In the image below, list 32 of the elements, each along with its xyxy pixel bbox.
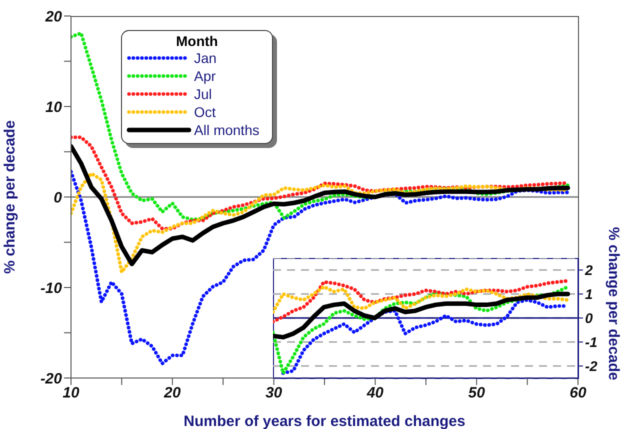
x-tick-label: 40 [366,384,384,402]
y-tick-label: 2 [584,262,593,278]
y-tick-label: 0 [585,310,593,326]
legend-label: Oct [194,104,216,120]
line-series [71,31,570,222]
legend-label: Jan [194,50,217,66]
line-series [273,292,570,340]
legend-title: Month [175,33,219,49]
y-tick-label: 20 [44,8,63,26]
y-tick-label: 1 [585,286,593,302]
y-tick-label: -2 [585,358,598,374]
x-tick-label: 60 [570,384,587,402]
y-tick-label: -20 [40,370,63,388]
legend-label: Jul [194,86,212,102]
x-tick-label: 50 [468,384,486,402]
line-series [273,279,570,324]
y-tick-label: -10 [40,280,63,297]
y-tick-label: 10 [45,98,63,116]
x-tick-label: 30 [265,384,283,402]
line-series [273,285,570,314]
x-tick-label: 10 [62,384,80,402]
y-axis-title: % change per decade [605,227,622,380]
legend-label: Apr [194,68,216,84]
y-tick-label: -1 [585,334,598,350]
line-series [71,144,570,266]
y-axis-title: % change per decade [1,120,18,274]
line-series [71,170,570,366]
y-tick-label: 0 [54,189,63,206]
x-tick-label: 20 [163,384,182,402]
line-series [273,285,570,375]
x-axis-title: Number of years for estimated changes [184,413,466,429]
legend-label: All months [194,122,260,138]
